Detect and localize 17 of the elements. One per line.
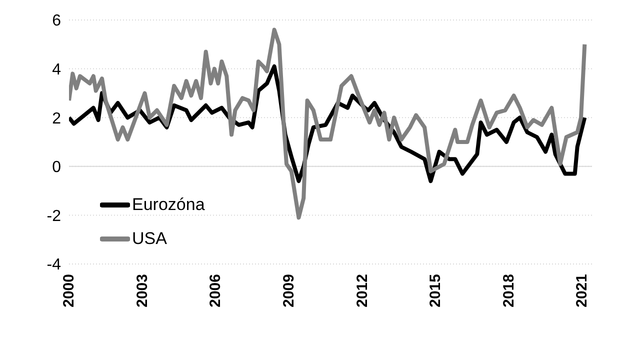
x-tick-label: 2018	[500, 274, 518, 308]
y-tick-label: -4	[46, 256, 62, 274]
y-tick-label: 4	[52, 61, 62, 78]
x-tick-label: 2003	[134, 274, 151, 308]
legend-label: Eurozóna	[132, 195, 205, 215]
x-tick-label: 2006	[207, 274, 224, 308]
y-tick-label: 0	[52, 159, 62, 176]
x-tick-label: 2021	[574, 274, 591, 308]
y-tick-label: 2	[52, 110, 62, 128]
y-tick-label: -2	[46, 208, 62, 225]
x-tick-label: 2012	[354, 274, 371, 308]
x-tick-label: 2000	[60, 274, 78, 308]
x-tick-label: 2015	[427, 274, 444, 308]
y-tick-label: 6	[52, 12, 62, 30]
legend-label: USA	[132, 229, 167, 249]
x-tick-label: 2009	[280, 274, 298, 308]
line-series	[69, 28, 587, 220]
